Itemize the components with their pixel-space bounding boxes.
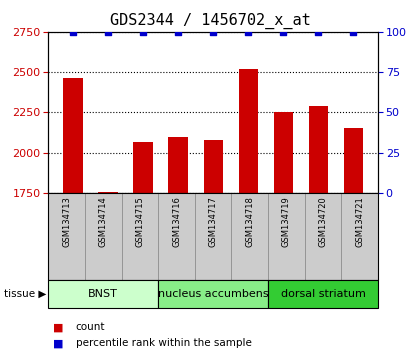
Bar	[168, 137, 188, 193]
Text: GSM134719: GSM134719	[282, 196, 291, 247]
Bar	[231, 193, 268, 280]
Point	[245, 29, 252, 35]
Bar	[134, 142, 153, 193]
Point	[350, 29, 357, 35]
Text: percentile rank within the sample: percentile rank within the sample	[76, 338, 252, 348]
Text: GDS2344 / 1456702_x_at: GDS2344 / 1456702_x_at	[110, 12, 310, 29]
Point	[105, 29, 111, 35]
Bar	[63, 78, 83, 193]
Text: nucleus accumbens: nucleus accumbens	[158, 289, 268, 299]
Point	[210, 29, 217, 35]
Text: count: count	[76, 322, 105, 332]
Bar	[98, 192, 118, 193]
Text: GSM134715: GSM134715	[135, 196, 144, 247]
Bar	[158, 193, 195, 280]
Bar	[305, 193, 341, 280]
Bar	[273, 113, 293, 193]
Point	[315, 29, 322, 35]
Bar	[48, 193, 85, 280]
Bar	[195, 193, 231, 280]
Text: GSM134717: GSM134717	[209, 196, 218, 247]
Bar	[309, 106, 328, 193]
Text: dorsal striatum: dorsal striatum	[281, 289, 365, 299]
Text: GSM134721: GSM134721	[355, 196, 364, 247]
Point	[70, 29, 76, 35]
Bar	[48, 280, 158, 308]
Point	[140, 29, 147, 35]
Bar	[268, 193, 305, 280]
Text: BNST: BNST	[88, 289, 118, 299]
Point	[175, 29, 181, 35]
Bar	[268, 280, 378, 308]
Bar	[204, 140, 223, 193]
Bar	[158, 280, 268, 308]
Text: GSM134713: GSM134713	[62, 196, 71, 247]
Text: tissue ▶: tissue ▶	[4, 289, 46, 299]
Text: GSM134716: GSM134716	[172, 196, 181, 247]
Text: ■: ■	[52, 338, 63, 348]
Text: ■: ■	[52, 322, 63, 332]
Point	[280, 29, 286, 35]
Text: GSM134718: GSM134718	[245, 196, 254, 247]
Bar	[121, 193, 158, 280]
Text: GSM134714: GSM134714	[99, 196, 108, 247]
Text: GSM134720: GSM134720	[318, 196, 328, 247]
Bar	[341, 193, 378, 280]
Bar	[344, 128, 363, 193]
Bar	[85, 193, 121, 280]
Bar	[239, 69, 258, 193]
